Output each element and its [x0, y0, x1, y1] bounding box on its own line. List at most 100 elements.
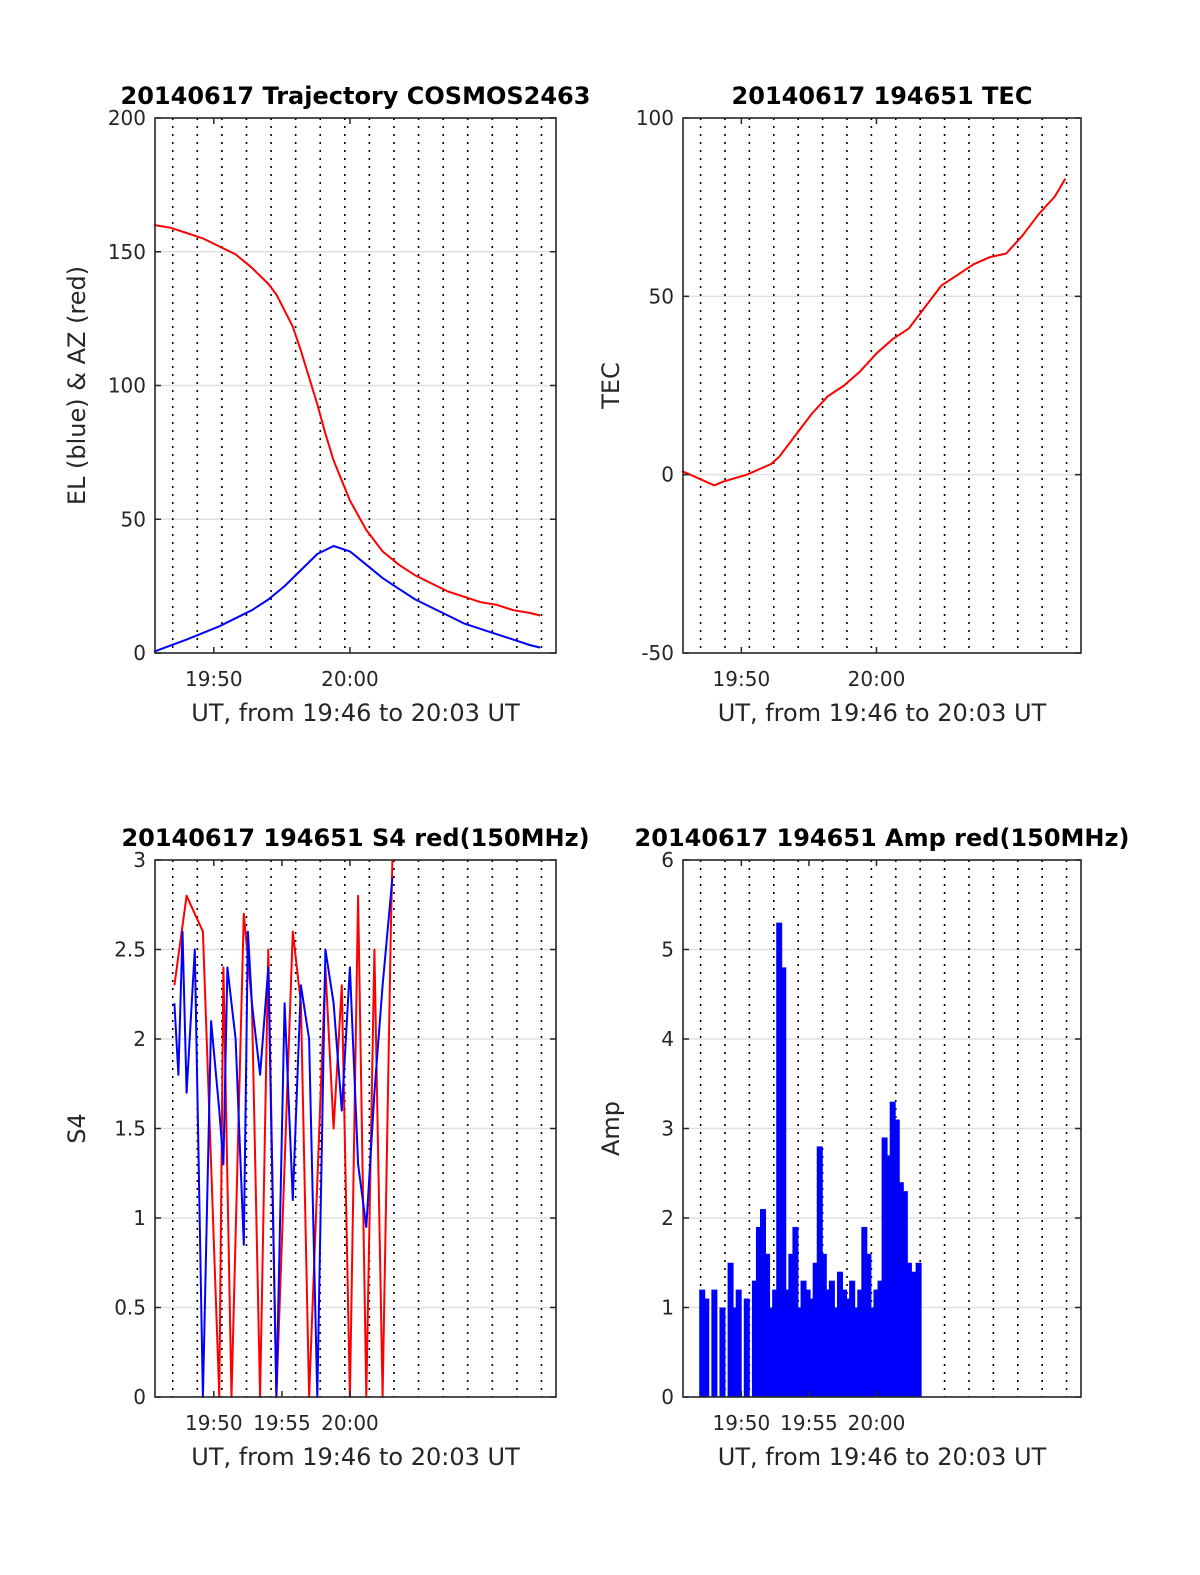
y-tick-label: 0 [133, 1385, 146, 1409]
y-tick-label: 1.5 [114, 1117, 146, 1141]
x-axis-label: UT, from 19:46 to 20:03 UT [718, 699, 1047, 727]
amp-bar [751, 1280, 758, 1397]
amp-bar [832, 1307, 839, 1397]
amp-bar [915, 1262, 922, 1397]
amp-bar [703, 1298, 710, 1397]
y-tick-label: 5 [661, 938, 674, 962]
amp-bar [816, 1146, 823, 1397]
y-tick-label: 100 [108, 374, 146, 398]
series-line-1 [681, 178, 1067, 487]
amp-bar [727, 1262, 734, 1397]
amp-bar [768, 1307, 775, 1397]
y-tick-label: 50 [649, 284, 674, 308]
chart-title: 20140617 194651 TEC [732, 82, 1033, 110]
amp-bar [776, 922, 783, 1397]
y-tick-label: 200 [108, 106, 146, 130]
amp-bar [905, 1262, 912, 1397]
chart-panel-1: 0 50 100 150 200 19:50 20:00 20140617 Trajector… [63, 82, 590, 727]
y-tick-label: 1 [661, 1296, 674, 1320]
amp-bar [881, 1137, 888, 1397]
series-line-1 [153, 224, 541, 617]
amp-bar [828, 1280, 835, 1397]
axes-box [682, 117, 1082, 654]
amp-bar [901, 1191, 908, 1397]
amp-bar [780, 967, 787, 1397]
plot-area [683, 118, 1081, 653]
x-axis-label: UT, from 19:46 to 20:03 UT [718, 1443, 1047, 1471]
y-tick-label: 50 [121, 507, 146, 531]
amp-bar [857, 1289, 864, 1397]
x-tick-label: 20:00 [321, 667, 379, 691]
y-tick-label: -50 [641, 641, 674, 665]
y-tick-label: 3 [661, 1117, 674, 1141]
chart-panel-3: 0 0.5 1 1.5 2 2.5 3 19:50 19:55 20:00 20140617 194… [63, 824, 590, 1471]
x-tick-label: 19:50 [185, 667, 243, 691]
amp-bar [804, 1289, 811, 1397]
amp-bar [731, 1307, 738, 1397]
x-tick-label: 19:55 [253, 1411, 311, 1435]
chart-title: 20140617 194651 S4 red(150MHz) [121, 824, 589, 852]
amp-bar [897, 1182, 904, 1397]
amp-bar [788, 1253, 795, 1397]
amp-bar [893, 1119, 900, 1397]
amp-bar [820, 1253, 827, 1397]
chart-title: 20140617 194651 Amp red(150MHz) [635, 824, 1130, 852]
y-tick-label: 0 [661, 463, 674, 487]
y-tick-label: 2 [661, 1206, 674, 1230]
amp-bar [861, 1226, 868, 1397]
y-axis-label: S4 [63, 1113, 91, 1144]
amp-bar [792, 1226, 799, 1397]
amp-bar [743, 1298, 750, 1397]
y-tick-label: 6 [661, 848, 674, 872]
amp-bar [812, 1262, 819, 1397]
y-tick-label: 3 [133, 848, 146, 872]
amp-bar [808, 1298, 815, 1397]
x-axis-label: UT, from 19:46 to 20:03 UT [191, 1443, 520, 1471]
amp-bar [909, 1271, 916, 1397]
y-tick-label: 0.5 [114, 1296, 146, 1320]
amp-bar [873, 1289, 880, 1397]
y-tick-label: 0 [133, 641, 146, 665]
amp-bar [800, 1280, 807, 1397]
series-line-2 [153, 545, 541, 653]
amp-bar [784, 1289, 791, 1397]
amp-bar [841, 1289, 848, 1397]
y-tick-label: 2.5 [114, 938, 146, 962]
y-tick-label: 1 [133, 1206, 146, 1230]
chart-panel-4: 0 1 2 3 4 5 6 19:50 19:55 20:00 20140617 194651 Am… [597, 824, 1129, 1471]
amp-bar [796, 1307, 803, 1397]
amp-bar [711, 1289, 718, 1397]
amp-bar [699, 1289, 706, 1397]
x-tick-label: 19:50 [185, 1411, 243, 1435]
y-tick-label: 4 [661, 1027, 674, 1051]
amp-bar [755, 1226, 762, 1397]
amp-bar [760, 1209, 767, 1397]
y-tick-label: 2 [133, 1027, 146, 1051]
chart-title: 20140617 Trajectory COSMOS2463 [121, 82, 591, 110]
amp-bar [869, 1307, 876, 1397]
x-tick-label: 19:50 [713, 667, 771, 691]
y-axis-label: Amp [597, 1101, 625, 1156]
amp-bar [735, 1289, 742, 1397]
x-tick-label: 20:00 [848, 1411, 906, 1435]
y-axis-label: TEC [597, 362, 625, 410]
amp-bar [877, 1280, 884, 1397]
y-tick-label: 0 [661, 1385, 674, 1409]
x-tick-label: 20:00 [321, 1411, 379, 1435]
x-axis-label: UT, from 19:46 to 20:03 UT [191, 699, 520, 727]
chart-panel-2: -50 0 50 100 19:50 20:00 20140617 194651 TEC UT… [597, 82, 1082, 727]
amp-bar [837, 1271, 844, 1397]
amp-bar [889, 1101, 896, 1397]
x-tick-label: 20:00 [848, 667, 906, 691]
y-tick-label: 150 [108, 240, 146, 264]
amp-bar [719, 1307, 726, 1397]
amp-bar [849, 1280, 856, 1397]
amp-bar [845, 1298, 852, 1397]
amp-bar [824, 1289, 831, 1397]
amp-bar [772, 1289, 779, 1397]
y-axis-label: EL (blue) & AZ (red) [63, 266, 91, 505]
x-tick-label: 19:55 [780, 1411, 838, 1435]
amp-bar [865, 1253, 872, 1397]
amp-bar [885, 1155, 892, 1397]
